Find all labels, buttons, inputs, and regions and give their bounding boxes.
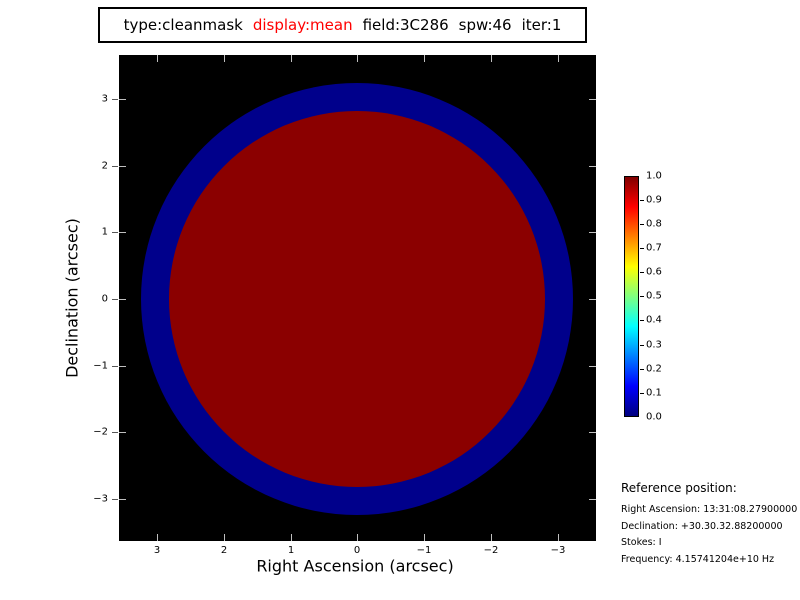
y-tick-label: −1 xyxy=(93,360,108,372)
y-tick-mark xyxy=(589,432,596,433)
y-tick-mark xyxy=(119,366,126,367)
y-tick-mark xyxy=(119,232,126,233)
y-tick-mark xyxy=(589,166,596,167)
colorbar-tick-mark xyxy=(640,224,644,225)
colorbar-tick-label: 0.1 xyxy=(646,387,662,399)
y-tick-mark xyxy=(589,499,596,500)
x-tick-label: −3 xyxy=(550,545,566,556)
colorbar-tick-label: 0.0 xyxy=(646,411,662,423)
colorbar-tick-label: 0.5 xyxy=(646,290,662,302)
colorbar-tick-label: 0.8 xyxy=(646,218,662,230)
y-tick-stub xyxy=(112,99,118,100)
y-axis-label: Declination (arcsec) xyxy=(62,218,82,378)
colorbar-tick-mark xyxy=(640,320,644,321)
y-tick-label: 0 xyxy=(101,293,108,305)
x-tick-mark xyxy=(357,55,358,62)
x-tick-mark xyxy=(157,55,158,62)
y-tick-stub xyxy=(112,299,118,300)
colorbar-tick-mark xyxy=(640,296,644,297)
title-segment-type: type:cleanmask xyxy=(123,16,243,34)
image-canvas xyxy=(119,55,596,541)
y-tick-mark xyxy=(119,99,126,100)
x-tick-mark xyxy=(424,534,425,541)
reference-title: Reference position: xyxy=(621,481,737,495)
colorbar-tick-mark xyxy=(640,200,644,201)
x-tick-label: 0 xyxy=(353,545,361,556)
reference-position-block: Reference position: Right Ascension: 13:… xyxy=(621,481,799,568)
y-tick-mark xyxy=(589,299,596,300)
y-tick-mark xyxy=(119,499,126,500)
x-axis-label: Right Ascension (arcsec) xyxy=(256,556,454,576)
reference-dec-line: Declination: +30.30.32.88200000 xyxy=(621,520,783,532)
reference-stokes-line: Stokes: I xyxy=(621,537,662,548)
x-tick-label: −2 xyxy=(483,545,499,556)
y-tick-stub xyxy=(112,366,118,367)
reference-ra-line: Right Ascension: 13:31:08.27900000 xyxy=(621,504,798,515)
reference-frequency-line: Frequency: 4.15741204e+10 Hz xyxy=(621,553,775,565)
title-segment-field: field:3C286 xyxy=(362,16,449,34)
x-tick-mark xyxy=(558,55,559,62)
y-tick-label: −3 xyxy=(93,493,108,505)
x-tick-label: 1 xyxy=(287,545,295,556)
colorbar xyxy=(624,176,639,417)
y-tick-mark xyxy=(589,232,596,233)
plot-title-box: type:cleanmask display:mean field:3C286 … xyxy=(98,7,587,43)
x-tick-mark xyxy=(357,534,358,541)
colorbar-tick-mark xyxy=(640,272,644,273)
title-segment-display: display:mean xyxy=(252,16,353,34)
x-tick-mark xyxy=(224,55,225,62)
x-tick-mark xyxy=(291,534,292,541)
y-tick-label: 3 xyxy=(101,93,108,105)
y-tick-stub xyxy=(112,432,118,433)
y-tick-label: 1 xyxy=(101,226,108,238)
colorbar-tick-label: 0.4 xyxy=(646,314,662,326)
y-tick-mark xyxy=(589,99,596,100)
colorbar-tick-mark xyxy=(640,369,644,370)
x-tick-mark xyxy=(491,534,492,541)
colorbar-tick-label: 0.2 xyxy=(646,363,662,375)
y-tick-label: −2 xyxy=(93,426,108,438)
y-tick-stub xyxy=(112,499,118,500)
y-tick-stub xyxy=(112,232,118,233)
y-tick-label: 2 xyxy=(101,160,108,172)
y-tick-mark xyxy=(119,432,126,433)
y-tick-mark xyxy=(119,299,126,300)
y-tick-mark xyxy=(589,366,596,367)
y-tick-stub xyxy=(112,166,118,167)
colorbar-tick-mark xyxy=(640,393,644,394)
x-tick-mark xyxy=(157,534,158,541)
colorbar-tick-label: 0.7 xyxy=(646,242,662,254)
x-tick-mark xyxy=(291,55,292,62)
colorbar-tick-label: 1.0 xyxy=(646,170,662,182)
x-tick-mark xyxy=(491,55,492,62)
colorbar-tick-mark xyxy=(640,345,644,346)
colorbar-tick-label: 0.9 xyxy=(646,194,662,206)
mask-core-region xyxy=(169,111,545,487)
x-tick-mark xyxy=(224,534,225,541)
y-tick-mark xyxy=(119,166,126,167)
colorbar-tick-mark xyxy=(640,248,644,249)
title-segment-spw: spw:46 xyxy=(458,16,512,34)
colorbar-tick-label: 0.6 xyxy=(646,266,662,278)
colorbar-tick-label: 0.3 xyxy=(646,339,662,351)
x-tick-label: 3 xyxy=(153,545,161,556)
title-segment-iter: iter:1 xyxy=(521,16,562,34)
x-tick-label: −1 xyxy=(416,545,432,556)
x-tick-mark xyxy=(424,55,425,62)
x-tick-mark xyxy=(558,534,559,541)
x-tick-label: 2 xyxy=(220,545,228,556)
